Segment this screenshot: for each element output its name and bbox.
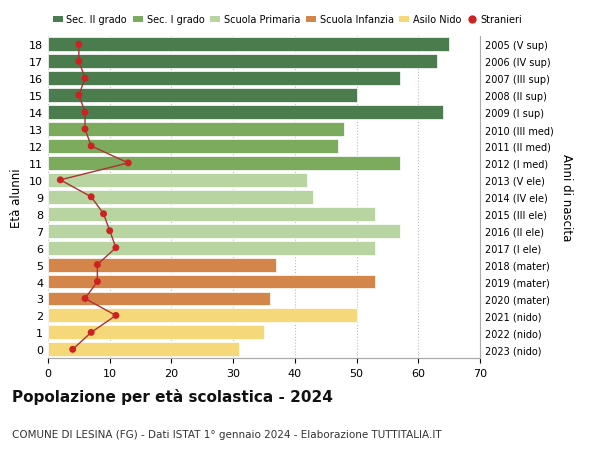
Point [74, 92, 83, 100]
Point [124, 160, 133, 167]
Point [86, 143, 96, 150]
Point [105, 228, 115, 235]
Bar [48, 38, 449, 52]
Y-axis label: Anni di nascita: Anni di nascita [560, 154, 573, 241]
Bar [48, 72, 400, 86]
Point [92, 261, 102, 269]
Point [111, 312, 121, 319]
Bar [48, 207, 375, 221]
Text: Popolazione per età scolastica - 2024: Popolazione per età scolastica - 2024 [12, 388, 333, 404]
Point [111, 245, 121, 252]
Bar [48, 292, 270, 306]
Bar [48, 342, 239, 357]
Bar [48, 157, 400, 170]
Bar [48, 326, 264, 340]
Point [86, 194, 96, 201]
Text: COMUNE DI LESINA (FG) - Dati ISTAT 1° gennaio 2024 - Elaborazione TUTTITALIA.IT: COMUNE DI LESINA (FG) - Dati ISTAT 1° ge… [12, 429, 442, 439]
Point [74, 58, 83, 66]
Bar [48, 55, 437, 69]
Point [74, 41, 83, 49]
Bar [48, 275, 375, 289]
Point [80, 75, 90, 83]
Point [80, 126, 90, 134]
Point [68, 346, 77, 353]
Point [86, 329, 96, 336]
Bar [48, 190, 313, 204]
Y-axis label: Età alunni: Età alunni [10, 168, 23, 227]
Point [56, 177, 65, 184]
Legend: Sec. II grado, Sec. I grado, Scuola Primaria, Scuola Infanzia, Asilo Nido, Stran: Sec. II grado, Sec. I grado, Scuola Prim… [53, 16, 523, 25]
Point [80, 295, 90, 302]
Point [80, 109, 90, 117]
Bar [48, 140, 338, 154]
Bar [48, 123, 344, 137]
Bar [48, 89, 356, 103]
Bar [48, 174, 307, 187]
Point [99, 211, 109, 218]
Bar [48, 241, 375, 255]
Bar [48, 258, 277, 272]
Bar [48, 106, 443, 120]
Bar [48, 309, 356, 323]
Point [92, 278, 102, 285]
Bar [48, 224, 400, 238]
